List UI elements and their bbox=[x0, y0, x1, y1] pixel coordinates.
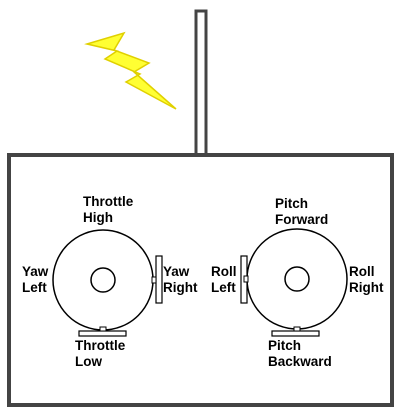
throttle-low-label: Throttle Low bbox=[75, 338, 129, 369]
roll-left-label: Roll Left bbox=[211, 264, 240, 295]
throttle-high-label: Throttle High bbox=[83, 194, 137, 225]
yaw-trim-tab bbox=[151, 276, 157, 284]
yaw-right-label: Yaw Right bbox=[163, 264, 198, 295]
throttle-trim-tab bbox=[99, 326, 107, 332]
roll-right-label: Roll Right bbox=[349, 264, 384, 295]
pitch-trim-slider bbox=[271, 330, 320, 337]
pitch-backward-label: Pitch Backward bbox=[268, 338, 332, 369]
yaw-trim-slider bbox=[155, 255, 163, 304]
throttle-trim-slider bbox=[78, 330, 127, 337]
pitch-trim-tab bbox=[293, 326, 301, 332]
left-stick-knob bbox=[90, 267, 116, 293]
left-stick: Throttle High Throttle Low Yaw Left Yaw … bbox=[22, 194, 198, 369]
pitch-forward-label: Pitch Forward bbox=[275, 196, 328, 227]
lightning-bolt-icon bbox=[84, 31, 177, 110]
right-stick-knob bbox=[284, 266, 310, 292]
right-stick: Pitch Forward Pitch Backward Roll Left R… bbox=[211, 196, 384, 369]
antenna bbox=[194, 9, 208, 157]
roll-trim-tab bbox=[243, 275, 249, 283]
yaw-left-label: Yaw Left bbox=[22, 264, 52, 295]
